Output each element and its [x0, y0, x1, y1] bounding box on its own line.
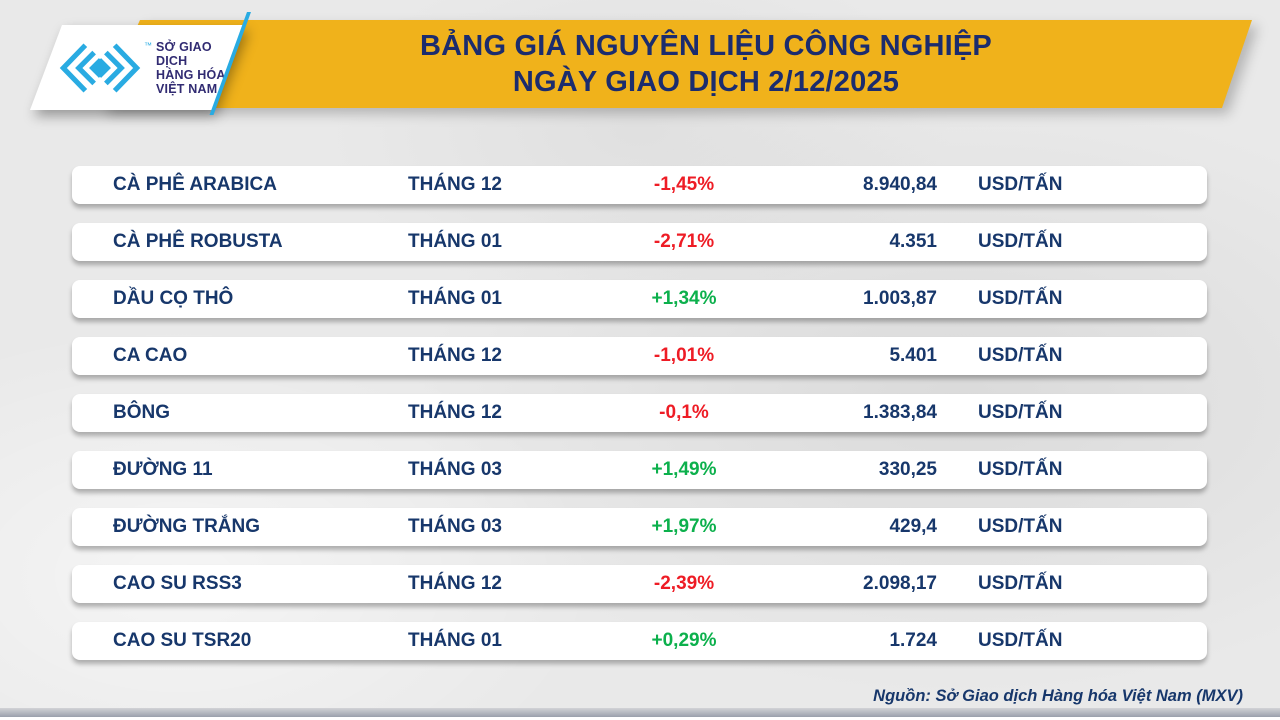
price-value: 2.098,17: [863, 573, 937, 594]
table-row: ĐƯỜNG TRẮNG THÁNG 03 +1,97% 429,4 USD/TẤ…: [72, 508, 1207, 546]
commodity-name: CÀ PHÊ ROBUSTA: [113, 231, 283, 252]
mxv-logo-card: ™ SỞ GIAO DỊCH HÀNG HÓA VIỆT NAM: [30, 25, 245, 110]
table-row: ĐƯỜNG 11 THÁNG 03 +1,49% 330,25 USD/TẤN: [72, 451, 1207, 489]
bottom-divider-bar: [0, 708, 1280, 717]
title-banner: BẢNG GIÁ NGUYÊN LIỆU CÔNG NGHIỆP NGÀY GI…: [100, 20, 1252, 108]
commodity-name: CAO SU RSS3: [113, 573, 242, 594]
table-row: CAO SU TSR20 THÁNG 01 +0,29% 1.724 USD/T…: [72, 622, 1207, 660]
logo-org-line2: HÀNG HÓA: [156, 67, 226, 82]
price-value: 1.383,84: [863, 402, 937, 423]
row-change: -2,39%: [653, 573, 715, 594]
contract-month: THÁNG 12: [408, 174, 502, 195]
contract-month: THÁNG 03: [408, 516, 502, 537]
row-change: -2,71%: [653, 231, 715, 252]
price-unit: USD/TẤN: [978, 516, 1063, 537]
contract-month: THÁNG 03: [408, 459, 502, 480]
table-row: CA CAO THÁNG 12 -1,01% 5.401 USD/TẤN: [72, 337, 1207, 375]
logo-org-line3: VIỆT NAM: [156, 81, 218, 96]
header-banner: BẢNG GIÁ NGUYÊN LIỆU CÔNG NGHIỆP NGÀY GI…: [0, 0, 1280, 130]
commodity-name: ĐƯỜNG TRẮNG: [113, 516, 261, 537]
table-row: BÔNG THÁNG 12 -0,1% 1.383,84 USD/TẤN: [72, 394, 1207, 432]
table-row: DẦU CỌ THÔ THÁNG 01 +1,34% 1.003,87 USD/…: [72, 280, 1207, 318]
commodity-name: CAO SU TSR20: [113, 630, 252, 651]
price-unit: USD/TẤN: [978, 231, 1063, 252]
price-unit: USD/TẤN: [978, 459, 1063, 480]
table-row: CÀ PHÊ ROBUSTA THÁNG 01 -2,71% 4.351 USD…: [72, 223, 1207, 261]
contract-month: THÁNG 01: [408, 231, 502, 252]
price-unit: USD/TẤN: [978, 288, 1063, 309]
row-change: -0,1%: [659, 402, 709, 423]
source-attribution: Nguồn: Sở Giao dịch Hàng hóa Việt Nam (M…: [873, 687, 1243, 705]
table-row: CÀ PHÊ ARABICA THÁNG 12 -1,45% 8.940,84 …: [72, 166, 1207, 204]
price-value: 1.003,87: [863, 288, 937, 309]
price-value: 4.351: [889, 231, 937, 252]
price-value: 1.724: [889, 630, 937, 651]
commodity-name: CA CAO: [113, 345, 188, 366]
commodity-name: CÀ PHÊ ARABICA: [113, 174, 277, 195]
contract-month: THÁNG 12: [408, 345, 502, 366]
bottom-edge: [0, 717, 1280, 720]
row-change: +1,97%: [651, 516, 717, 537]
commodity-name: ĐƯỜNG 11: [113, 459, 213, 480]
price-value: 5.401: [889, 345, 937, 366]
price-unit: USD/TẤN: [978, 345, 1063, 366]
logo-org-line1: SỞ GIAO DỊCH: [156, 39, 212, 68]
page-title-line2: NGÀY GIAO DỊCH 2/12/2025: [512, 66, 900, 98]
row-change: -1,01%: [653, 345, 715, 366]
trademark-symbol: ™: [144, 41, 152, 50]
contract-month: THÁNG 12: [408, 402, 502, 423]
table-row: CAO SU RSS3 THÁNG 12 -2,39% 2.098,17 USD…: [72, 565, 1207, 603]
row-change: +1,49%: [651, 459, 717, 480]
price-unit: USD/TẤN: [978, 573, 1063, 594]
row-change: +1,34%: [651, 288, 717, 309]
contract-month: THÁNG 01: [408, 288, 502, 309]
price-table: CÀ PHÊ ARABICA THÁNG 12 -1,45% 8.940,84 …: [72, 166, 1207, 679]
mxv-logo-icon: [56, 42, 144, 94]
row-change: +0,29%: [651, 630, 717, 651]
commodity-name: BÔNG: [113, 402, 170, 423]
price-unit: USD/TẤN: [978, 630, 1063, 651]
contract-month: THÁNG 01: [408, 630, 502, 651]
logo-org-name: SỞ GIAO DỊCH HÀNG HÓA VIỆT NAM: [156, 40, 245, 96]
row-change: -1,45%: [653, 174, 715, 195]
price-unit: USD/TẤN: [978, 174, 1063, 195]
price-value: 330,25: [878, 459, 937, 480]
price-value: 8.940,84: [863, 174, 937, 195]
contract-month: THÁNG 12: [408, 573, 502, 594]
price-unit: USD/TẤN: [978, 402, 1063, 423]
commodity-name: DẦU CỌ THÔ: [113, 288, 234, 309]
page-title-line1: BẢNG GIÁ NGUYÊN LIỆU CÔNG NGHIỆP: [420, 30, 992, 62]
price-value: 429,4: [889, 516, 937, 537]
